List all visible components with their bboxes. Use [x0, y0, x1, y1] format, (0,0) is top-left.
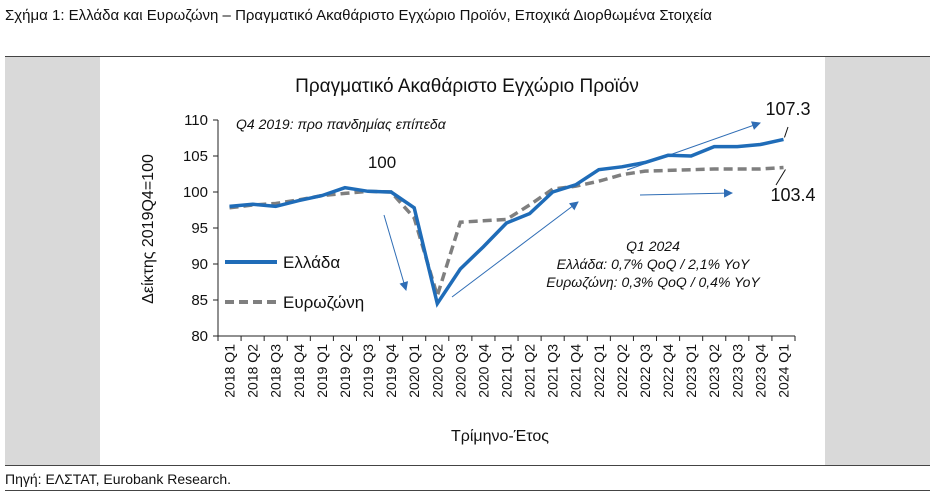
x-tick-label: 2022 Q1: [591, 344, 607, 398]
greece-last-value-label: 107.3: [765, 99, 810, 119]
y-axis: 80 85 90 95 100 105 110: [183, 112, 219, 345]
x-tick-label: 2021 Q2: [522, 344, 538, 398]
q1-2024-eurozone-note: Ευρωζώνη: 0,3% QoQ / 0,4% YoY: [546, 274, 761, 290]
figure-title: Σχήμα 1: Ελλάδα και Ευρωζώνη – Πραγματικ…: [5, 7, 712, 24]
legend-label-greece: Ελλάδα: [283, 253, 340, 272]
legend-label-eurozone: Ευρωζώνη: [283, 293, 364, 312]
y-tick-label: 110: [184, 112, 208, 129]
eurozone-last-value-label: 103.4: [770, 185, 815, 205]
arrow-recovery: [451, 201, 579, 298]
y-tick-label: 95: [191, 220, 208, 237]
y-tick-label: 80: [191, 328, 208, 345]
x-axis: 2018 Q1 2018 Q2 2018 Q3 2018 Q4 2019 Q1 2019 …: [217, 335, 796, 398]
chart-title: Πραγματικό Ακαθάριστο Εγχώριο Προϊόν: [295, 76, 639, 97]
source-note: Πηγή: ΕΛΣΤΑΤ, Eurobank Research.: [5, 471, 232, 487]
gdp-chart: Πραγματικό Ακαθάριστο Εγχώριο Προϊόν 808…: [100, 57, 825, 465]
x-tick-label: 2019 Q1: [314, 344, 330, 398]
greece-label-leader: [783, 126, 789, 138]
y-tick-label: 100: [183, 184, 208, 201]
x-tick-label: 2022 Q3: [637, 344, 653, 398]
x-tick-label: 2020 Q1: [406, 344, 422, 398]
x-tick-label: 2020 Q3: [452, 344, 468, 398]
source-top-rule: [5, 465, 930, 466]
trend-arrows: [383, 121, 789, 298]
x-tick-label: 2022 Q4: [660, 344, 676, 398]
q1-2024-greece-note: Ελλάδα: 0,7% QoQ / 2,1% YoY: [557, 256, 751, 272]
eurozone-label-leader: [775, 169, 786, 186]
x-tick-label: 2021 Q4: [568, 344, 584, 398]
x-tick-label: 2019 Q3: [360, 344, 376, 398]
pre-pandemic-note: Q4 2019: προ πανδημίας επίπεδα: [236, 116, 447, 132]
x-tick-label: 2018 Q3: [268, 344, 284, 398]
x-tick-label: 2019 Q2: [337, 344, 353, 398]
y-tick-label: 85: [191, 292, 208, 309]
x-tick-label: 2023 Q2: [706, 344, 722, 398]
series-lines: [229, 137, 784, 308]
x-tick-label: 2024 Q1: [775, 344, 791, 398]
y-tick-label: 90: [191, 256, 208, 273]
x-tick-label: 2023 Q1: [683, 344, 699, 398]
peak-100-label: 100: [368, 153, 396, 172]
x-tick-label: 2022 Q2: [614, 344, 630, 398]
greece-series-line: [229, 137, 784, 308]
x-tick-label: 2019 Q4: [383, 344, 399, 398]
x-tick-label: 2021 Q3: [545, 344, 561, 398]
y-axis-label: Δείκτης 2019Q4=100: [140, 154, 157, 304]
x-tick-label: 2018 Q4: [291, 344, 307, 398]
title-underline: [5, 56, 930, 57]
arrow-eurozone-trend: [639, 188, 733, 198]
q1-2024-title: Q1 2024: [626, 238, 680, 254]
arrow-covid-drop: [383, 214, 409, 291]
chart-area: [100, 57, 825, 465]
x-tick-label: 2018 Q1: [222, 344, 238, 398]
x-tick-label: 2018 Q2: [245, 344, 261, 398]
y-tick-label: 105: [183, 148, 208, 165]
x-tick-label: 2023 Q3: [729, 344, 745, 398]
legend: Ελλάδα Ευρωζώνη: [225, 253, 364, 312]
x-tick-label: 2020 Q4: [475, 344, 491, 398]
x-axis-label: Τρίμηνο-Έτος: [451, 428, 549, 445]
x-tick-label: 2020 Q2: [429, 344, 445, 398]
x-tick-label: 2021 Q1: [499, 344, 515, 398]
x-tick-label: 2023 Q4: [752, 344, 768, 398]
source-bottom-rule: [5, 490, 930, 491]
